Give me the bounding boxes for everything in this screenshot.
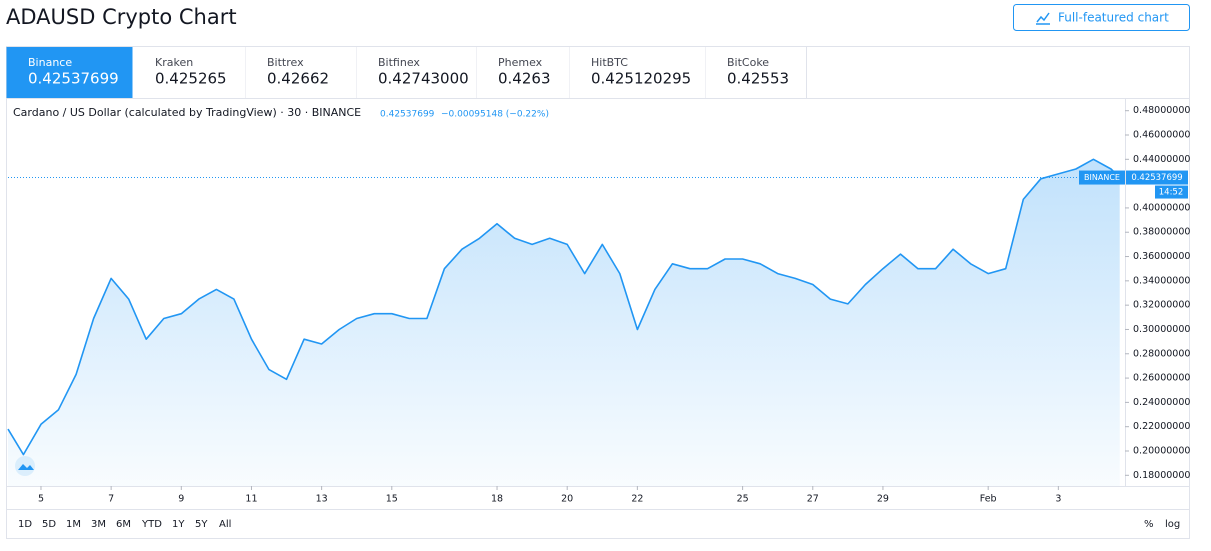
- y-tick-label: 0.20000000: [1133, 445, 1190, 456]
- exchange-tab[interactable]: [133, 47, 245, 98]
- y-tick-label: 0.36000000: [1133, 251, 1190, 262]
- exchange-tab[interactable]: [245, 47, 356, 98]
- full-chart-button[interactable]: [1013, 4, 1190, 31]
- price-tag-label: BINANCE: [1084, 173, 1120, 182]
- range-button[interactable]: 5Y: [195, 519, 208, 530]
- y-tick-label: 0.32000000: [1133, 300, 1190, 311]
- widget-frame: [6, 46, 1190, 539]
- x-tick-label: 5: [38, 494, 44, 505]
- x-tick-label: 20: [561, 494, 573, 505]
- y-tick-label: 0.44000000: [1133, 154, 1190, 165]
- price-change: −0.00095148 (−0.22%): [441, 110, 549, 120]
- exchange-name: BitCoke: [727, 56, 769, 69]
- y-tick-label: 0.18000000: [1133, 470, 1190, 481]
- price-tag: 0.42537699: [1131, 173, 1182, 183]
- exchange-name: Bittrex: [267, 56, 304, 69]
- exchange-price: 0.42553: [727, 70, 789, 88]
- x-tick-label: 25: [737, 494, 749, 505]
- price-tag-label-bg: [1079, 170, 1125, 185]
- y-tick-label: 0.24000000: [1133, 397, 1190, 408]
- y-tick-label: 0.34000000: [1133, 275, 1190, 286]
- page-title: ADAUSD Crypto Chart: [6, 5, 237, 29]
- exchange-name: Binance: [28, 56, 72, 69]
- range-button[interactable]: 1D: [18, 519, 32, 530]
- y-tick-label: 0.28000000: [1133, 348, 1190, 359]
- range-button[interactable]: 1M: [66, 519, 81, 530]
- exchange-price: 0.425120295: [591, 70, 691, 88]
- range-button[interactable]: 1Y: [172, 519, 185, 530]
- x-tick-label: Feb: [980, 494, 997, 505]
- last-price: 0.42537699: [380, 110, 435, 120]
- exchange-name: Phemex: [498, 56, 543, 69]
- y-tick-label: 0.40000000: [1133, 202, 1190, 213]
- symbol-label: Cardano / US Dollar (calculated by Tradi…: [13, 106, 361, 119]
- price-tag-bg: [1126, 170, 1188, 185]
- scale-button[interactable]: log: [1165, 519, 1180, 530]
- x-tick-label: 18: [491, 494, 503, 505]
- range-button[interactable]: All: [219, 519, 231, 530]
- button-label: Full-featured chart: [1058, 11, 1169, 25]
- x-tick-label: 3: [1055, 494, 1061, 505]
- x-tick-label: 27: [807, 494, 819, 505]
- range-button[interactable]: 3M: [91, 519, 106, 530]
- range-button[interactable]: YTD: [141, 519, 162, 530]
- x-tick-label: 29: [877, 494, 889, 505]
- exchange-name: HitBTC: [591, 56, 628, 69]
- countdown-bg: [1155, 185, 1188, 199]
- exchange-tab[interactable]: [705, 47, 806, 98]
- exchange-tab[interactable]: [6, 47, 133, 98]
- exchange-price: 0.42662: [267, 70, 329, 88]
- exchange-tab[interactable]: [356, 47, 476, 98]
- x-tick-label: 22: [631, 494, 643, 505]
- y-tick-label: 0.38000000: [1133, 227, 1190, 238]
- x-tick-label: 9: [178, 494, 184, 505]
- chart-icon: [1036, 12, 1050, 25]
- range-button[interactable]: 5D: [42, 519, 56, 530]
- y-tick-label: 0.30000000: [1133, 324, 1190, 335]
- x-tick-label: 11: [245, 494, 257, 505]
- x-tick-label: 15: [386, 494, 398, 505]
- y-tick-label: 0.26000000: [1133, 373, 1190, 384]
- y-tick-label: 0.22000000: [1133, 421, 1190, 432]
- exchange-name: Bitfinex: [378, 56, 420, 69]
- exchange-name: Kraken: [155, 56, 193, 69]
- scale-button[interactable]: %: [1144, 519, 1154, 530]
- y-tick-label: 0.48000000: [1133, 105, 1190, 116]
- countdown: 14:52: [1159, 188, 1184, 198]
- exchange-tab[interactable]: [569, 47, 705, 98]
- exchange-tab[interactable]: [476, 47, 569, 98]
- exchange-price: 0.4263: [498, 70, 551, 88]
- x-tick-label: 7: [108, 494, 114, 505]
- y-tick-label: 0.46000000: [1133, 130, 1190, 141]
- range-button[interactable]: 6M: [116, 519, 131, 530]
- exchange-price: 0.42537699: [28, 70, 119, 88]
- exchange-price: 0.42743000: [378, 70, 469, 88]
- area: [8, 159, 1120, 487]
- exchange-price: 0.425265: [155, 70, 227, 88]
- price-line: [7, 158, 1121, 456]
- x-tick-label: 13: [316, 494, 328, 505]
